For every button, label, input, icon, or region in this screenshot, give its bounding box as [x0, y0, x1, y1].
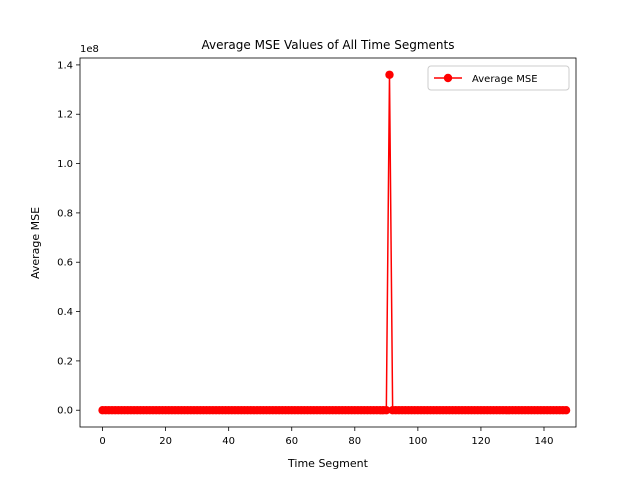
legend-label: Average MSE [472, 74, 538, 85]
y-tick-label: 0.0 [57, 406, 73, 417]
y-axis-title: Average MSE [29, 207, 42, 279]
x-tick-label: 100 [408, 436, 427, 447]
x-tick-label: 40 [222, 436, 235, 447]
x-tick-label: 0 [99, 436, 105, 447]
x-tick-label: 140 [534, 436, 553, 447]
y-tick-label: 1.4 [57, 60, 73, 71]
legend: Average MSE [427, 65, 570, 91]
y-tick-label: 0.6 [57, 258, 73, 269]
y-offset-label: 1e8 [80, 44, 99, 55]
plot-layer: 0 20 40 60 80 100 120 140 0.0 0.2 0.4 0.6 0.8 1.0 1.2 1… [57, 57, 577, 447]
y-tick-label: 1.0 [57, 159, 73, 170]
x-tick-label: 20 [159, 436, 172, 447]
data-point [561, 406, 571, 415]
y-tick-label: 1.2 [57, 110, 73, 121]
x-axis-title: Time Segment [287, 457, 369, 470]
data-point [382, 406, 391, 415]
y-tick-label: 0.4 [57, 307, 73, 318]
chart-title: Average MSE Values of All Time Segments [202, 38, 455, 52]
data-point [385, 70, 394, 79]
x-tick-label: 60 [285, 436, 298, 447]
legend-marker-swatch [443, 73, 453, 83]
x-tick-label: 120 [471, 436, 490, 447]
y-tick-label: 0.2 [57, 356, 73, 367]
y-tick-label: 0.8 [57, 208, 73, 219]
x-tick-label: 80 [348, 436, 361, 447]
plot-frame [79, 57, 577, 428]
legend-frame [427, 65, 570, 91]
